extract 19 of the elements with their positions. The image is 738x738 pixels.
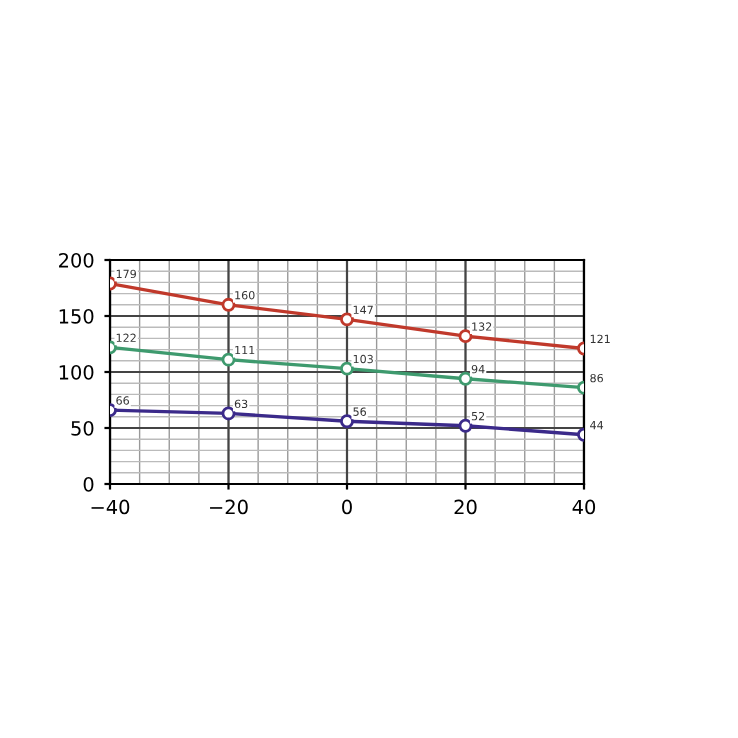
point <box>458 371 473 386</box>
point <box>221 352 236 367</box>
y-tick-label: 0 <box>83 476 94 492</box>
y-tick-label: 50 <box>71 420 94 436</box>
point <box>221 297 236 312</box>
point <box>458 418 473 433</box>
point <box>340 361 354 376</box>
point <box>221 406 236 421</box>
x-tick-label: 0 <box>342 499 352 515</box>
x-tick-label: −20 <box>210 499 248 515</box>
y-tick-label: 200 <box>59 252 94 268</box>
x-tick-label: 20 <box>454 499 477 515</box>
point <box>340 312 354 327</box>
y-tick-label: 150 <box>59 308 94 324</box>
point <box>458 329 473 344</box>
point <box>340 414 354 429</box>
x-tick-label: −40 <box>91 499 130 515</box>
x-tick-label: 40 <box>572 499 596 515</box>
y-tick-label: 100 <box>59 364 94 380</box>
